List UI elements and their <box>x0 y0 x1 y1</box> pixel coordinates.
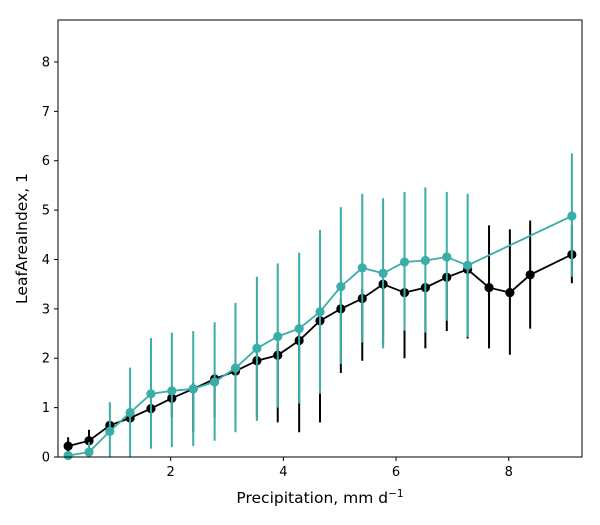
x-axis-label-main: Precipitation, mm d <box>236 489 388 507</box>
x-axis-label: Precipitation, mm d−1 <box>236 488 403 507</box>
series-1-point-0 <box>63 450 73 461</box>
y-tick-label-4: 4 <box>42 253 50 268</box>
series-1-point-19 <box>463 260 473 271</box>
series-1-point-12 <box>315 307 325 317</box>
y-tick-label-8: 8 <box>42 55 50 70</box>
series-0-point-20 <box>484 283 494 293</box>
series-layer <box>63 153 577 461</box>
series-0-point-1 <box>84 436 94 446</box>
series-0-point-21 <box>505 287 515 298</box>
series-1-point-2 <box>105 426 115 436</box>
y-tick-label-5: 5 <box>42 204 50 219</box>
x-tick-label-2: 6 <box>392 465 400 480</box>
series-1 <box>63 153 577 461</box>
x-tick-label-1: 4 <box>279 465 287 480</box>
y-tick-label-2: 2 <box>42 352 50 367</box>
series-1-point-3 <box>125 407 135 418</box>
series-1-point-10 <box>273 331 283 342</box>
series-1-point-8 <box>230 363 241 373</box>
y-tick-label-0: 0 <box>42 451 50 466</box>
series-1-point-4 <box>146 389 156 399</box>
series-1-point-17 <box>420 255 430 266</box>
series-1-point-16 <box>399 257 410 267</box>
plot-frame <box>57 19 583 458</box>
series-1-point-7 <box>210 377 220 387</box>
y-tick-label-3: 3 <box>42 302 50 317</box>
series-1-point-18 <box>442 252 452 262</box>
ticks-layer: 2 4 6 8 0 1 2 3 4 5 6 7 8 <box>42 55 513 480</box>
series-1-point-14 <box>357 263 367 273</box>
y-tick-label-1: 1 <box>42 401 50 416</box>
series-1-point-5 <box>167 386 177 396</box>
series-0-point-0 <box>63 441 73 451</box>
series-1-point-1 <box>84 447 94 457</box>
y-tick-label-6: 6 <box>42 154 50 169</box>
x-tick-label-3: 8 <box>505 465 513 480</box>
series-1-point-11 <box>294 324 304 334</box>
series-1-point-9 <box>252 343 262 353</box>
series-1-point-20 <box>567 211 577 221</box>
y-tick-label-7: 7 <box>42 105 50 120</box>
series-1-point-15 <box>378 268 388 278</box>
series-1-point-13 <box>336 282 346 292</box>
series-0-point-22 <box>525 270 535 280</box>
x-axis-label-superscript: −1 <box>388 488 403 500</box>
x-tick-label-0: 2 <box>167 465 175 480</box>
series-1-point-6 <box>188 384 198 394</box>
y-axis-label: LeafAreaIndex, 1 <box>13 173 31 304</box>
